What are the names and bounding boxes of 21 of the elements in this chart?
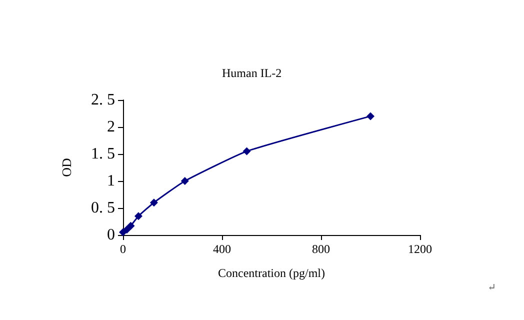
y-tick-label: 1 xyxy=(107,172,115,190)
y-axis-title: OD xyxy=(59,158,74,177)
y-tick-label: 1. 5 xyxy=(91,146,115,162)
y-tick-label: 2. 5 xyxy=(91,92,115,108)
point xyxy=(180,177,189,185)
x-axis-title: Concentration (pg/ml) xyxy=(218,266,325,280)
text: ↵ xyxy=(488,282,496,294)
point xyxy=(134,212,142,220)
y-tick-label: 0 xyxy=(107,226,115,244)
point xyxy=(366,112,374,120)
x-tick-label: 800 xyxy=(312,242,330,256)
point xyxy=(150,198,158,207)
y-tick-label: 0. 5 xyxy=(91,200,115,216)
point xyxy=(126,222,135,230)
point xyxy=(242,147,251,156)
x-tick-label: 1200 xyxy=(408,242,432,256)
x-tick-label: 0 xyxy=(120,242,126,256)
y-tick-label: 2 xyxy=(107,118,115,136)
point xyxy=(122,226,131,234)
x-tick-label: 400 xyxy=(213,242,231,256)
chart-title: Human IL-2 xyxy=(222,66,282,80)
